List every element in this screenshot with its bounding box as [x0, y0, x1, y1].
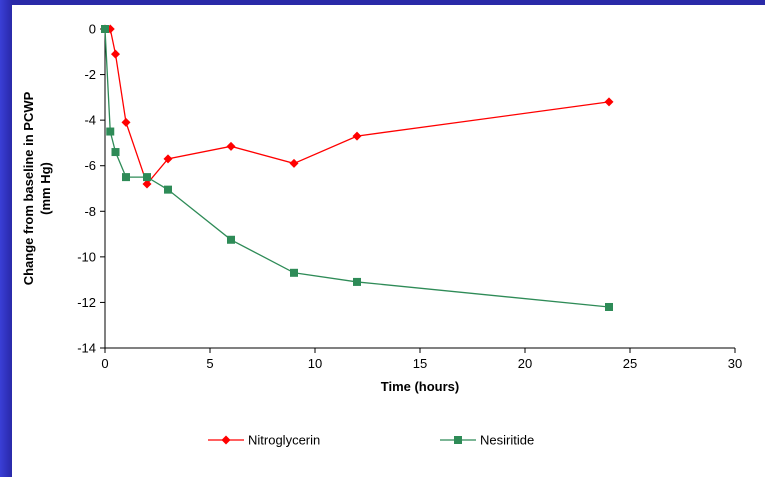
legend-item-nesiritide: Nesiritide	[440, 433, 534, 448]
nitroglycerin-point	[142, 179, 152, 189]
nitroglycerin-point	[163, 154, 173, 164]
nitroglycerin-point	[226, 141, 236, 151]
y-axis-title-line: Change from baseline in PCWP	[21, 91, 36, 285]
nesiritide-point	[353, 277, 361, 286]
x-tick-label: 10	[308, 356, 322, 371]
series-layer	[100, 24, 614, 311]
x-tick-label: 5	[206, 356, 213, 371]
line-chart: 0 -2 -4 -6 -8 -10 -12 -14 0 5 10 15 20 25 30 Time (hou…	[21, 22, 742, 448]
x-tick-label: 0	[101, 356, 108, 371]
y-tick-label: -2	[84, 67, 96, 82]
nesiritide-point	[111, 148, 120, 157]
x-tick-label: 25	[623, 356, 637, 371]
legend-item-nitroglycerin: Nitroglycerin	[208, 433, 320, 448]
chart-panel: 0 -2 -4 -6 -8 -10 -12 -14 0 5 10 15 20 25 30 Time (hou…	[12, 5, 765, 477]
nesiritide-point	[106, 127, 115, 136]
legend-label: Nesiritide	[480, 433, 534, 448]
legend-label: Nitroglycerin	[248, 433, 320, 448]
nitroglycerin-point	[121, 117, 131, 127]
nitroglycerin-point	[352, 131, 362, 141]
series-nitroglycerin	[100, 24, 614, 189]
y-tick-label: -6	[84, 158, 96, 173]
x-tick-label: 15	[413, 356, 427, 371]
y-tick-label: -4	[84, 113, 96, 128]
nesiritide-point	[227, 235, 235, 244]
nesiritide-point	[122, 173, 130, 182]
nesiritide-point	[605, 302, 613, 311]
nitroglycerin-point	[289, 158, 299, 168]
y-tick-label: -12	[77, 295, 96, 310]
y-axis-title: Change from baseline in PCWP (mm Hg)	[21, 91, 53, 285]
series-nesiritide	[101, 25, 613, 311]
y-axis-title-line: (mm Hg)	[38, 162, 53, 215]
nesiritide-point	[143, 173, 151, 182]
nesiritide-point	[290, 268, 298, 277]
nitroglycerin-line	[105, 28, 610, 186]
y-tick-label: -14	[77, 341, 96, 356]
nesiritide-point	[101, 25, 109, 33]
legend-marker	[221, 435, 231, 445]
nesiritide-point	[164, 185, 172, 194]
legend-marker	[454, 436, 462, 444]
x-tick-label: 20	[518, 356, 532, 371]
x-tick-label: 30	[728, 356, 742, 371]
legend: Nitroglycerin Nesiritide	[208, 433, 534, 448]
x-axis-title: Time (hours)	[381, 379, 460, 394]
nitroglycerin-point	[111, 49, 120, 59]
nitroglycerin-point	[604, 97, 614, 107]
nesiritide-line	[104, 28, 610, 308]
axes: 0 -2 -4 -6 -8 -10 -12 -14 0 5 10 15 20 25 30	[77, 22, 742, 372]
y-tick-label: -10	[77, 249, 96, 264]
y-tick-label: 0	[89, 22, 96, 37]
y-tick-label: -8	[84, 204, 96, 219]
